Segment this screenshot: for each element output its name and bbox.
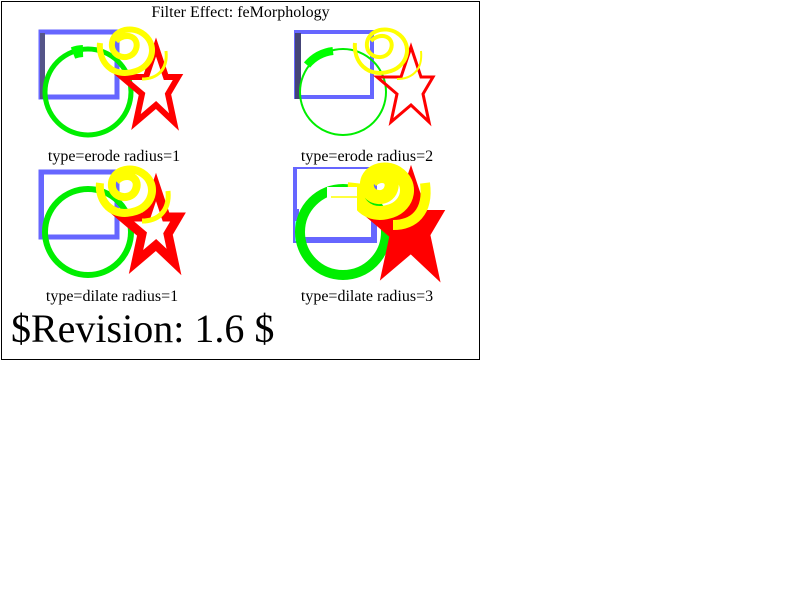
rect-shadow-edge xyxy=(40,33,45,99)
morphology-graphic xyxy=(293,162,446,283)
green-arc-thick xyxy=(303,47,334,68)
dilate-white-center xyxy=(327,187,357,211)
revision-label: $Revision: 1.6 $ xyxy=(11,306,275,351)
panel-erode-2: type=erode radius=2 xyxy=(293,21,453,165)
green-arc-thick xyxy=(70,45,84,59)
yellow-spiral xyxy=(96,26,155,76)
panel-caption: type=erode radius=2 xyxy=(300,148,434,165)
test-frame: Filter Effect: feMorphology type=erode r… xyxy=(1,1,480,360)
panel-dilate-3: type=dilate radius=3 xyxy=(293,161,453,305)
yellow-spiral-tail xyxy=(141,190,171,224)
panel-caption: type=dilate radius=1 xyxy=(45,288,179,305)
red-star xyxy=(113,37,184,131)
rect-edge xyxy=(40,173,44,239)
yellow-spiral xyxy=(347,162,414,220)
yellow-spiral-tail xyxy=(396,50,423,80)
panel-caption: type=erode radius=1 xyxy=(47,148,181,165)
panel-erode-1: type=erode radius=1 xyxy=(38,21,198,165)
yellow-spiral xyxy=(95,165,156,217)
red-star xyxy=(109,172,186,276)
rect-shadow-edge xyxy=(295,33,301,99)
morphology-graphic xyxy=(38,165,186,278)
test-title: Filter Effect: feMorphology xyxy=(151,4,330,21)
panel-dilate-1: type=dilate radius=1 xyxy=(38,161,198,305)
green-circle xyxy=(42,46,134,138)
morphology-graphic xyxy=(38,26,184,138)
yellow-spiral-tail xyxy=(392,182,431,230)
green-circle xyxy=(42,186,134,278)
morphology-graphic xyxy=(294,27,436,136)
yellow-spiral xyxy=(352,27,409,75)
red-star xyxy=(372,42,436,127)
green-circle xyxy=(299,48,387,136)
yellow-spiral-tail xyxy=(141,50,168,81)
panel-caption: type=dilate radius=3 xyxy=(300,288,434,305)
